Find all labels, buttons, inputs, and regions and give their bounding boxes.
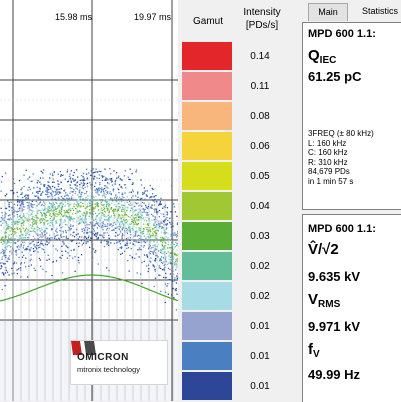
logo-brand-text: OMICRON: [77, 352, 129, 363]
filter-info-line: R: 310 kHz: [308, 158, 374, 168]
vpeak-label: V̂/√2: [308, 241, 339, 258]
time-label-2: 19.97 ms: [134, 12, 171, 22]
gamut-title: Gamut: [186, 16, 230, 27]
intensity-title: Intensity [PDs/s]: [234, 6, 290, 32]
filter-info-line: C: 160 kHz: [308, 148, 374, 158]
intensity-value: 0.05: [240, 171, 280, 182]
gamut-swatch: [182, 162, 232, 190]
fv-sub: V: [313, 349, 320, 360]
time-label-1: 15.98 ms: [55, 12, 92, 22]
intensity-value: 0.14: [240, 51, 280, 62]
gamut-swatch: [182, 102, 232, 130]
omicron-logo: OMICRON mtronix technology: [70, 340, 168, 385]
vrms-label: VRMS: [308, 291, 340, 310]
gamut-swatch: [182, 312, 232, 340]
charge-value: 61.25 pC: [308, 69, 361, 84]
tab-main[interactable]: Main: [308, 3, 348, 21]
intensity-value: 0.06: [240, 141, 280, 152]
filter-info-line: 3FREQ (± 80 kHz): [308, 129, 374, 139]
charge-quantity-sub: IEC: [320, 55, 337, 66]
gamut-swatch: [182, 372, 232, 400]
intensity-legend: Gamut Intensity [PDs/s] 0.14 0.11 0.08 0.06…: [178, 0, 294, 401]
fv-value: 49.99 Hz: [308, 367, 360, 382]
intensity-value: 0.11: [240, 81, 280, 92]
gamut-swatch: [182, 282, 232, 310]
logo-sub-text: mtronix technology: [77, 365, 140, 374]
gamut-swatch: [182, 42, 232, 70]
intensity-value: 0.04: [240, 201, 280, 212]
gamut-swatch: [182, 192, 232, 220]
fv-label: fV: [308, 341, 320, 360]
intensity-value: 0.08: [240, 111, 280, 122]
intensity-title-line1: Intensity: [234, 6, 290, 19]
tab-statistics[interactable]: Statistics: [350, 3, 401, 20]
charge-quantity-main: Q: [308, 47, 320, 64]
gamut-swatch: [182, 252, 232, 280]
vpeak-value: 9.635 kV: [308, 269, 360, 284]
vrms-value: 9.971 kV: [308, 319, 360, 334]
vrms-sub: RMS: [318, 299, 340, 310]
charge-panel-title: MPD 600 1.1:: [308, 28, 376, 40]
filter-info-line: in 1 min 57 s: [308, 177, 374, 187]
intensity-value: 0.01: [240, 351, 280, 362]
intensity-title-line2: [PDs/s]: [234, 19, 290, 32]
intensity-value: 0.01: [240, 321, 280, 332]
filter-info-line: L: 160 kHz: [308, 139, 374, 149]
vrms-main: V: [308, 291, 318, 308]
gamut-swatch: [182, 132, 232, 160]
measurement-sidebar: Main Statistics MPD 600 1.1: QIEC 61.25 …: [294, 0, 401, 401]
filter-info: 3FREQ (± 80 kHz) L: 160 kHz C: 160 kHz R…: [308, 129, 374, 187]
voltage-panel: MPD 600 1.1: V̂/√2 9.635 kV VRMS 9.971 k…: [302, 214, 401, 402]
voltage-panel-title: MPD 600 1.1:: [308, 223, 376, 235]
charge-quantity-label: QIEC: [308, 47, 336, 66]
intensity-value: 0.01: [240, 381, 280, 392]
intensity-value: 0.02: [240, 261, 280, 272]
gamut-swatch: [182, 342, 232, 370]
gamut-swatch: [182, 72, 232, 100]
intensity-value: 0.02: [240, 291, 280, 302]
filter-info-line: 84,679 PDs: [308, 167, 374, 177]
prpd-plot[interactable]: 15.98 ms 19.97 ms OMICRON mtronix techno…: [0, 0, 178, 401]
gamut-swatch: [182, 222, 232, 250]
charge-panel: MPD 600 1.1: QIEC 61.25 pC 3FREQ (± 80 k…: [302, 22, 401, 210]
intensity-value: 0.03: [240, 231, 280, 242]
